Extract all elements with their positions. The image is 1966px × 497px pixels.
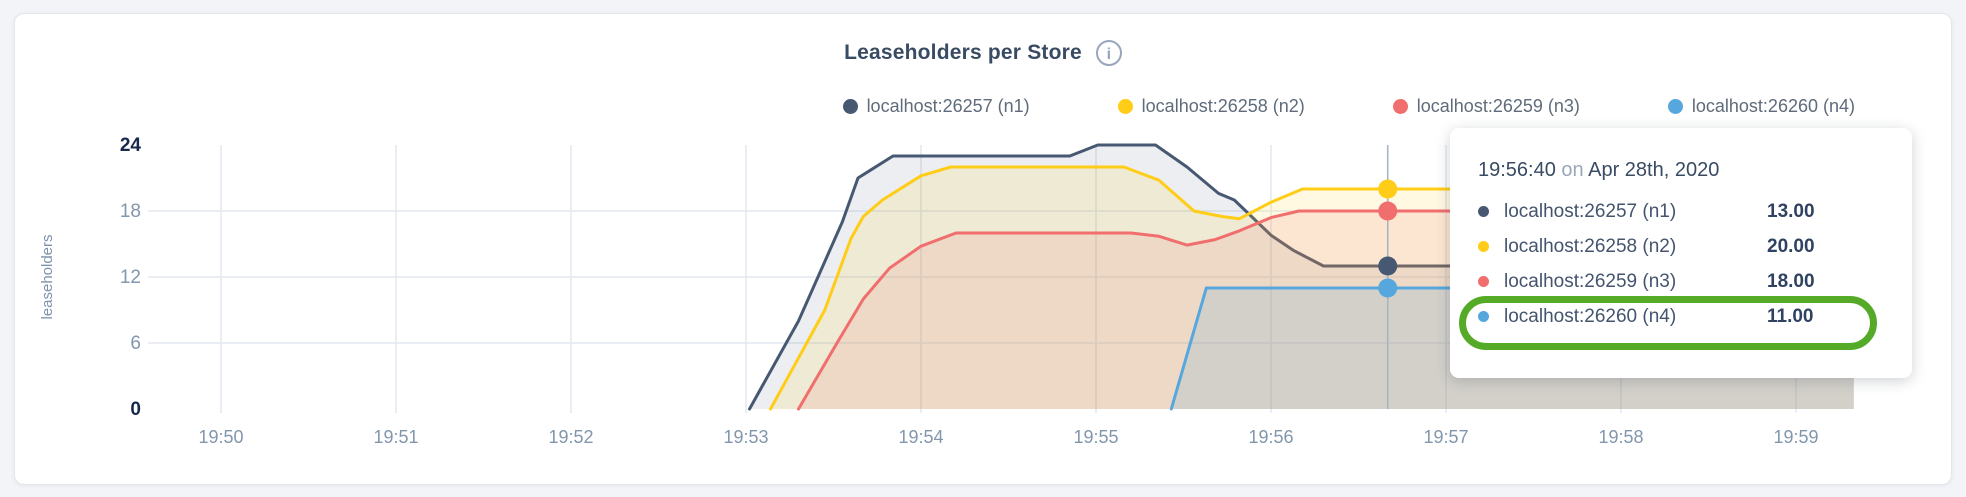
- tooltip-series-value: 11.00: [1767, 305, 1814, 327]
- legend-item-n1[interactable]: localhost:26257 (n1): [842, 96, 1030, 117]
- tooltip-series-dot-icon: [1478, 206, 1489, 217]
- chart-legend: localhost:26257 (n1) localhost:26258 (n2)…: [842, 96, 1855, 117]
- x-axis-tick-label: 19:50: [198, 427, 243, 447]
- hover-dot-n1: [1378, 256, 1398, 276]
- legend-item-label: localhost:26259 (n3): [1416, 96, 1580, 116]
- x-axis-tick-label: 19:53: [723, 427, 768, 447]
- legend-item-n3[interactable]: localhost:26259 (n3): [1392, 96, 1580, 117]
- legend-item-label: localhost:26260 (n4): [1691, 96, 1855, 116]
- info-icon[interactable]: i: [1095, 40, 1122, 66]
- y-axis-tick-label: 0: [130, 399, 141, 420]
- tooltip-series-value: 13.00: [1767, 200, 1815, 222]
- y-axis-tick-label: 24: [120, 135, 142, 156]
- y-axis-tick-label: 12: [120, 267, 141, 288]
- y-axis-tick-label: 18: [120, 201, 141, 222]
- y-axis-title: leaseholders: [39, 234, 56, 319]
- tooltip-series-value: 18.00: [1767, 270, 1815, 292]
- tooltip-series-label: localhost:26260 (n4): [1504, 305, 1677, 327]
- tooltip-time: 19:56:40: [1478, 159, 1556, 181]
- tooltip-series-label: localhost:26258 (n2): [1504, 235, 1677, 257]
- legend-item-label: localhost:26257 (n1): [866, 96, 1030, 116]
- tooltip-rows: localhost:26257 (n1) 13.00 localhost:26258…: [1478, 194, 1884, 334]
- x-axis-tick-label: 19:52: [548, 427, 593, 447]
- x-axis-tick-label: 19:58: [1598, 427, 1643, 447]
- legend-item-n2[interactable]: localhost:26258 (n2): [1117, 96, 1305, 117]
- tooltip-row-n1: localhost:26257 (n1) 13.00: [1478, 194, 1884, 229]
- tooltip-series-value: 20.00: [1767, 235, 1815, 257]
- tooltip-row-n4: localhost:26260 (n4) 11.00: [1478, 299, 1884, 334]
- hover-dot-n2: [1378, 179, 1398, 199]
- tooltip-date: Apr 28th, 2020: [1588, 159, 1720, 181]
- x-axis-tick-label: 19:57: [1423, 427, 1468, 447]
- tooltip-row-n3: localhost:26259 (n3) 18.00: [1478, 264, 1884, 299]
- x-axis-tick-label: 19:55: [1073, 427, 1118, 447]
- chart-header: Leaseholders per Store i: [0, 40, 1966, 66]
- hover-dot-n4: [1378, 278, 1398, 298]
- series-line-n1: [748, 143, 1856, 411]
- chart-title: Leaseholders per Store: [844, 41, 1082, 64]
- series-line-n3: [797, 209, 1856, 411]
- x-axis-tick-label: 19:54: [898, 427, 943, 447]
- legend-item-label: localhost:26258 (n2): [1141, 96, 1305, 116]
- tooltip-on-word: on: [1561, 159, 1584, 181]
- x-axis-tick-label: 19:56: [1248, 427, 1293, 447]
- hover-tooltip: 19:56:40 on Apr 28th, 2020 localhost:262…: [1450, 128, 1912, 378]
- tooltip-series-dot-icon: [1478, 276, 1489, 287]
- tooltip-series-label: localhost:26257 (n1): [1504, 200, 1677, 222]
- x-axis-tick-label: 19:59: [1773, 427, 1818, 447]
- hover-dot-n3: [1378, 201, 1398, 221]
- legend-item-n4[interactable]: localhost:26260 (n4): [1667, 96, 1855, 117]
- y-axis-tick-label: 6: [130, 333, 141, 354]
- legend-dot-icon: [1667, 99, 1683, 114]
- tooltip-row-n2: localhost:26258 (n2) 20.00: [1478, 229, 1884, 264]
- tooltip-series-dot-icon: [1478, 311, 1489, 322]
- legend-dot-icon: [1392, 99, 1408, 114]
- legend-dot-icon: [1117, 99, 1133, 114]
- x-axis-tick-label: 19:51: [373, 427, 418, 447]
- series-line-n2: [769, 165, 1856, 411]
- tooltip-timestamp: 19:56:40 on Apr 28th, 2020: [1478, 154, 1884, 186]
- tooltip-series-dot-icon: [1478, 241, 1489, 252]
- legend-dot-icon: [842, 99, 858, 114]
- tooltip-series-label: localhost:26259 (n3): [1504, 270, 1677, 292]
